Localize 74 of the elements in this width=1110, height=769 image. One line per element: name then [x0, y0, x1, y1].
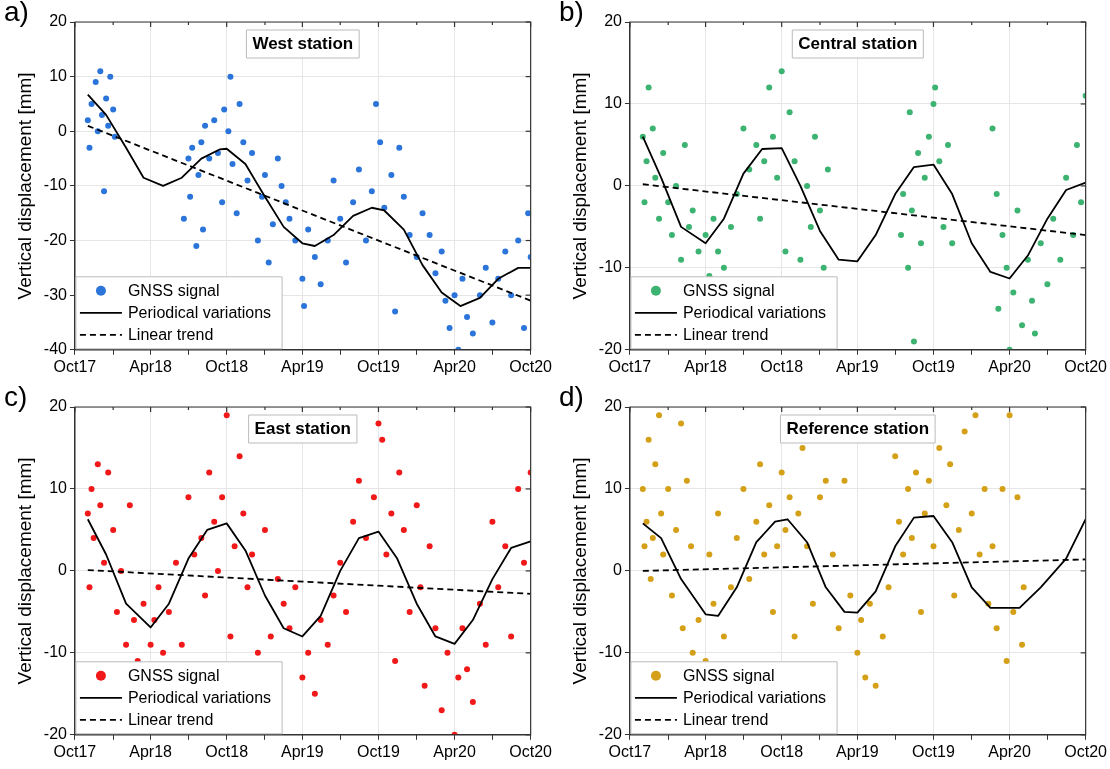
y-tick-label: -40: [43, 340, 68, 358]
y-tick-label: 20: [49, 12, 68, 30]
x-tick-label: Oct19: [912, 357, 955, 375]
text: Reference station: [786, 418, 930, 438]
y-tick-label: -10: [598, 643, 623, 661]
y-axis-title: Vertical displacement [mm]: [13, 72, 35, 300]
x-tick-label: Oct19: [912, 742, 955, 760]
y-tick-label: 0: [613, 176, 623, 194]
legend-label: Periodical variations: [127, 689, 272, 707]
x-tick-label: Oct18: [205, 357, 249, 375]
x-tick-label: Oct20: [509, 742, 553, 760]
y-tick-label: 10: [604, 94, 623, 112]
legend-label: GNSS signal: [682, 282, 775, 300]
y-tick-label: 0: [58, 121, 68, 139]
x-tick-label: Oct17: [608, 357, 652, 375]
x-tick-label: Apr18: [129, 742, 173, 760]
x-tick-label: Oct19: [357, 357, 400, 375]
x-tick-label: Apr20: [433, 357, 477, 375]
y-tick-label: 20: [604, 397, 623, 415]
x-tick-label: Oct20: [509, 357, 553, 375]
x-tick-label: Apr19: [836, 357, 879, 375]
legend-label: GNSS signal: [127, 667, 220, 685]
text: East station: [254, 418, 351, 438]
x-tick-label: Apr20: [988, 357, 1032, 375]
legend-label: Linear trend: [127, 711, 214, 729]
x-tick-label: Oct18: [760, 357, 804, 375]
legend-label: Periodical variations: [127, 304, 272, 322]
x-tick-label: Oct17: [608, 742, 652, 760]
y-tick-label: -10: [43, 176, 68, 194]
legend-label: Linear trend: [682, 711, 769, 729]
legend-label: Periodical variations: [682, 304, 827, 322]
x-tick-label: Apr19: [281, 742, 324, 760]
x-tick-label: Apr18: [129, 357, 173, 375]
x-tick-label: Apr19: [836, 742, 879, 760]
text: c): [4, 381, 28, 413]
y-tick-label: 0: [58, 561, 68, 579]
x-tick-label: Oct17: [53, 357, 97, 375]
y-axis-title: Vertical displacement [mm]: [568, 457, 590, 685]
y-tick-label: 10: [604, 479, 623, 497]
legend-label: GNSS signal: [127, 282, 220, 300]
x-tick-label: Oct18: [760, 742, 804, 760]
x-tick-label: Oct18: [205, 742, 249, 760]
x-tick-label: Oct17: [53, 742, 97, 760]
y-tick-label: -20: [43, 725, 68, 743]
x-tick-label: Apr20: [433, 742, 477, 760]
y-tick-label: -20: [598, 340, 623, 358]
x-tick-label: Apr18: [684, 357, 728, 375]
x-tick-label: Apr18: [684, 742, 728, 760]
y-tick-label: -10: [43, 643, 68, 661]
y-tick-label: -10: [598, 258, 623, 276]
x-tick-label: Oct19: [357, 742, 400, 760]
y-tick-label: 20: [49, 397, 68, 415]
legend-label: Periodical variations: [682, 689, 827, 707]
x-tick-label: Apr19: [281, 357, 324, 375]
y-tick-label: 0: [613, 561, 623, 579]
y-tick-label: -20: [598, 725, 623, 743]
y-tick-label: 10: [49, 67, 68, 85]
y-tick-label: -30: [43, 285, 68, 303]
text: Central station: [798, 33, 918, 53]
y-tick-label: 20: [604, 12, 623, 30]
y-tick-label: -20: [43, 230, 68, 248]
y-axis-title: Vertical displacement [mm]: [13, 457, 35, 685]
legend-label: GNSS signal: [682, 667, 775, 685]
x-tick-label: Oct20: [1064, 357, 1108, 375]
legend-label: Linear trend: [127, 326, 214, 344]
x-tick-label: Apr20: [988, 742, 1032, 760]
legend-label: Linear trend: [682, 326, 769, 344]
text: b): [559, 0, 584, 28]
x-tick-label: Oct20: [1064, 742, 1108, 760]
text: a): [4, 0, 29, 28]
y-tick-label: 10: [49, 479, 68, 497]
text: d): [559, 381, 584, 413]
y-axis-title: Vertical displacement [mm]: [568, 72, 590, 300]
text: West station: [252, 33, 354, 53]
